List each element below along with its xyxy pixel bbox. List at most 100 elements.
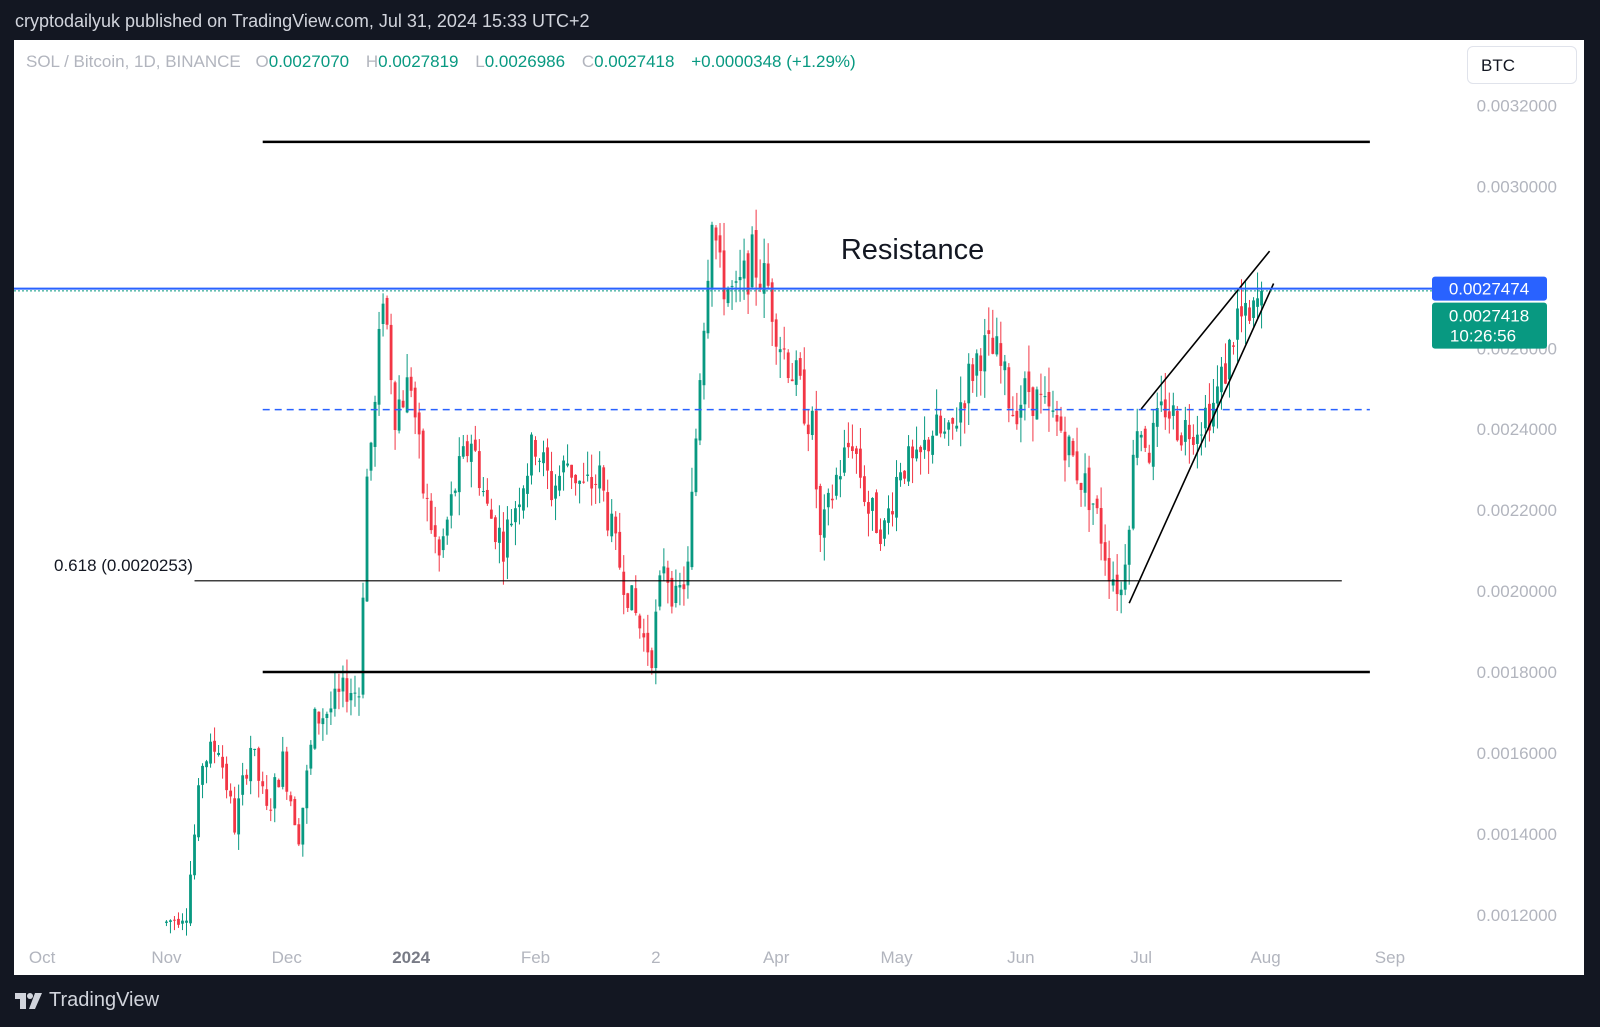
tradingview-brand[interactable]: TradingView — [15, 989, 159, 1012]
publisher-bar: cryptodailyuk published on TradingView.c… — [0, 0, 1600, 40]
candle-body — [1159, 401, 1163, 406]
candle-body — [305, 770, 309, 809]
candle-body — [598, 465, 602, 489]
symbol-label[interactable]: SOL / Bitcoin, 1D, BINANCE — [26, 52, 241, 71]
candle-body — [722, 250, 726, 300]
chart-panel[interactable]: 0.0032000 0.0030000 0.0026000 0.0024000 0.00… — [14, 40, 1584, 975]
candle-body — [867, 502, 870, 514]
candle-body — [782, 348, 786, 350]
candle-body — [1019, 404, 1023, 418]
candle-body — [590, 477, 594, 489]
candle-body — [646, 632, 650, 653]
candle-body — [678, 584, 682, 588]
candle-body — [578, 480, 582, 484]
candle-body — [381, 303, 385, 324]
candle-body — [445, 519, 449, 536]
change-value: +0.0000348 (+1.29%) — [691, 52, 856, 71]
candle-body — [650, 650, 654, 669]
last-price-label: 0.0027418 — [1449, 307, 1529, 326]
candle-body — [826, 492, 830, 508]
candle-body — [903, 470, 906, 479]
candle-body — [726, 288, 730, 304]
candle-body — [550, 471, 553, 501]
x-axis-tick-label: Aug — [1250, 948, 1280, 967]
candle-body — [293, 799, 297, 826]
candle-body — [1171, 405, 1175, 416]
candle-body — [838, 476, 842, 480]
candle-body — [622, 571, 626, 595]
candle-body — [542, 452, 545, 464]
candle-body — [413, 387, 417, 418]
candle-body — [409, 376, 413, 391]
candle-body — [473, 439, 477, 451]
candle-body — [750, 234, 754, 288]
currency-button[interactable]: BTC — [1467, 46, 1577, 84]
candle-body — [662, 566, 666, 574]
candle-body — [642, 633, 646, 638]
candle-body — [1228, 339, 1231, 380]
candle-body — [1035, 389, 1039, 420]
candle-body — [855, 448, 858, 454]
candle-body — [822, 509, 826, 538]
publisher-text: cryptodailyuk published on TradingView.c… — [15, 11, 590, 31]
candle-body — [489, 509, 493, 519]
candle-body — [947, 422, 951, 430]
candle-body — [558, 475, 561, 491]
candle-body — [754, 230, 758, 278]
low-value: 0.0026986 — [484, 52, 566, 71]
candle-body — [389, 324, 393, 381]
candle-body — [1107, 558, 1111, 582]
candle-body — [481, 491, 485, 493]
candle-body — [967, 363, 971, 404]
candle-body — [594, 483, 598, 485]
candle-body — [718, 235, 722, 253]
candle-body — [582, 481, 586, 483]
candle-body — [1131, 454, 1135, 529]
candle-body — [995, 336, 999, 355]
candle-body — [923, 439, 927, 450]
candle-body — [1187, 424, 1191, 440]
candle-body — [919, 446, 922, 453]
candle-body — [514, 508, 517, 523]
candle-body — [1139, 434, 1143, 438]
candle-body — [289, 795, 293, 802]
candle-body — [955, 425, 959, 429]
candle-body — [999, 343, 1003, 366]
candle-body — [686, 561, 690, 586]
candle-body — [437, 539, 441, 556]
candle-body — [570, 464, 573, 478]
candle-body — [842, 447, 846, 473]
candle-body — [983, 335, 987, 372]
candle-body — [859, 448, 862, 478]
candle-body — [1043, 396, 1047, 398]
chart-canvas[interactable]: 0.00320000.00300000.00260000.00240000.00… — [14, 40, 1584, 975]
candle-body — [269, 809, 273, 811]
candle-body — [1067, 436, 1071, 456]
candle-body — [1031, 387, 1035, 417]
candle-body — [233, 798, 237, 833]
candle-body — [401, 400, 405, 408]
candle-body — [1099, 508, 1103, 544]
y-axis-tick-label: 0.0022000 — [1477, 501, 1557, 520]
high-value: 0.0027819 — [378, 52, 459, 71]
candle-body — [1260, 290, 1263, 306]
candle-body — [834, 474, 838, 496]
candle-body — [1151, 422, 1155, 467]
candle-body — [574, 474, 578, 484]
candle-body — [931, 435, 935, 455]
candle-body — [915, 449, 918, 459]
x-axis-tick-label: Dec — [272, 948, 303, 967]
candle-body — [690, 491, 694, 568]
candle-body — [879, 529, 882, 545]
candle-body — [1216, 386, 1219, 404]
candle-body — [1143, 428, 1147, 448]
candle-body — [309, 744, 313, 769]
candle-body — [421, 430, 425, 494]
candle-body — [201, 765, 204, 785]
candle-body — [221, 756, 224, 768]
candle-body — [1208, 403, 1211, 431]
candle-body — [301, 807, 305, 845]
candle-body — [959, 402, 963, 423]
candle-body — [441, 536, 445, 551]
candle-body — [1224, 363, 1227, 384]
